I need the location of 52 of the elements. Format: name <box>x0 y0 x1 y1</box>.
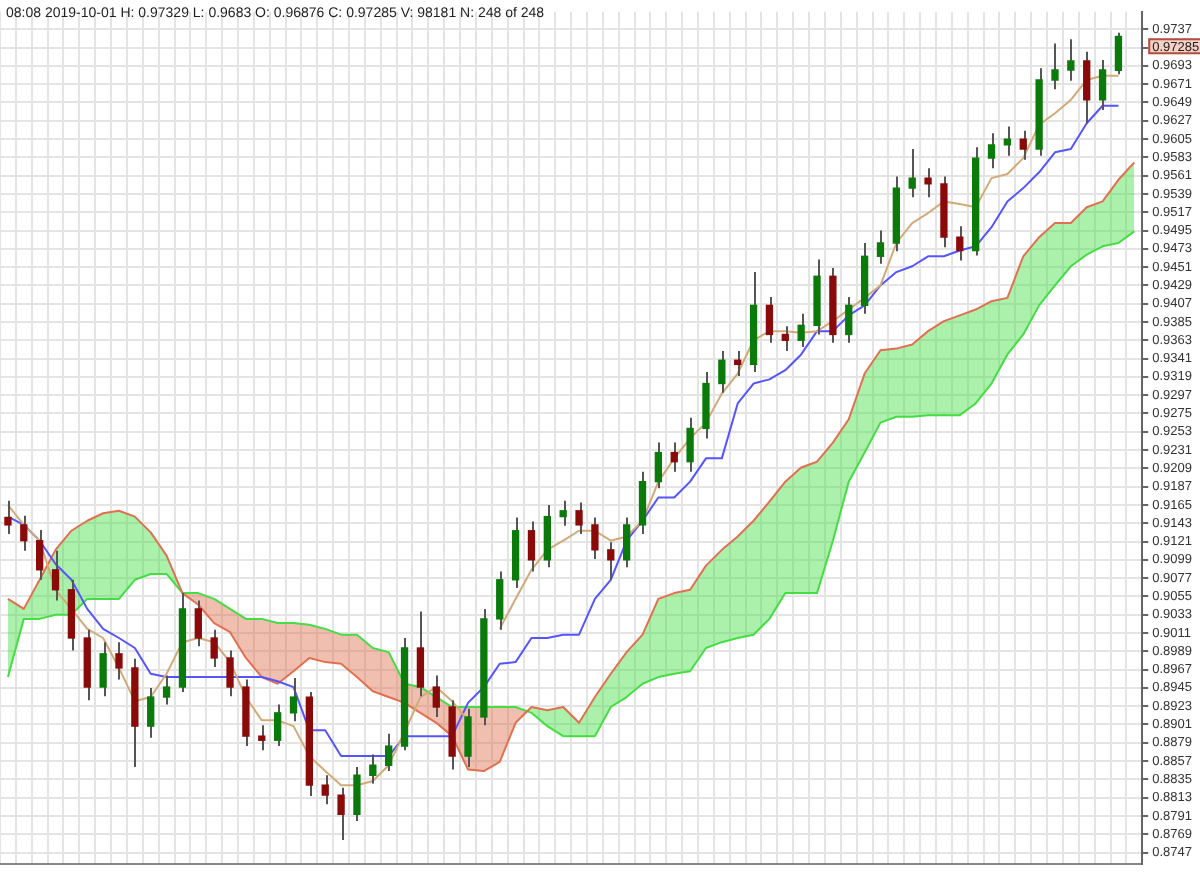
candlestick <box>845 296 853 344</box>
candlestick <box>1051 42 1059 91</box>
candlestick <box>194 599 202 648</box>
candlestick <box>464 707 472 768</box>
candlestick <box>702 370 710 440</box>
candlestick <box>1067 38 1075 82</box>
candlestick <box>258 724 266 752</box>
candlestick <box>162 674 171 706</box>
candlestick <box>1019 129 1027 161</box>
candlestick <box>622 516 631 569</box>
candlestick <box>1083 50 1091 125</box>
candlestick <box>575 501 583 536</box>
candlestick <box>1003 125 1012 157</box>
candlestick <box>99 641 107 698</box>
candlestick <box>385 732 393 773</box>
candlestick <box>765 296 774 344</box>
candlestick <box>432 674 440 719</box>
candlestick <box>1098 59 1107 111</box>
candlestick <box>781 325 789 353</box>
candlestick <box>51 549 60 602</box>
candlestick <box>4 499 12 536</box>
candlestick <box>718 350 726 394</box>
candlestick <box>353 765 361 822</box>
candlestick <box>908 148 916 199</box>
candlestick <box>670 441 678 473</box>
candlestick <box>543 503 551 569</box>
candlestick <box>686 416 694 473</box>
candlestick <box>147 686 155 739</box>
candlestick <box>210 628 218 669</box>
candlestick <box>797 312 805 348</box>
candlestick <box>273 703 282 748</box>
candlestick <box>115 641 123 681</box>
candlestick <box>1114 31 1123 76</box>
candlestick <box>876 229 885 265</box>
candlestick <box>20 514 28 552</box>
candlestick <box>321 774 329 806</box>
candlestick <box>638 470 647 536</box>
candlestick <box>956 225 964 262</box>
candlestick <box>369 753 377 785</box>
candlestick <box>289 676 298 723</box>
candlestick <box>36 528 44 581</box>
candlestick <box>924 167 932 199</box>
candlestick <box>416 610 425 698</box>
candlestick <box>559 499 567 527</box>
candlestick <box>496 570 504 631</box>
candlestick <box>226 649 234 698</box>
candlestick <box>654 441 663 490</box>
candlestick <box>591 516 599 560</box>
candlestick <box>527 520 536 573</box>
candlestick <box>607 541 615 581</box>
candlestick <box>337 786 345 842</box>
candlestick <box>987 132 996 170</box>
